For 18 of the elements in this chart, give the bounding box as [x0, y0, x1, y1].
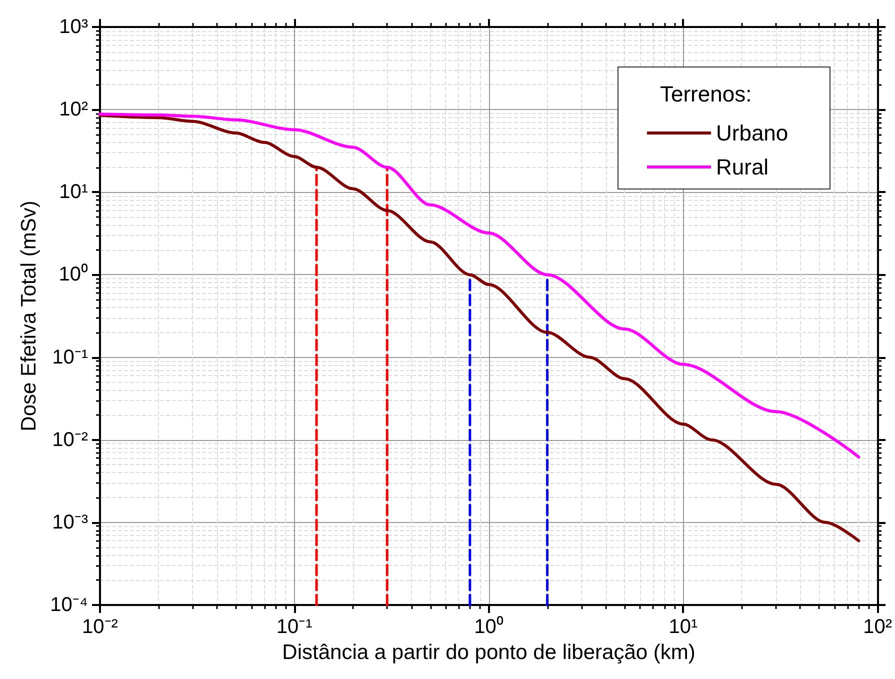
- y-tick-label: 10⁰: [58, 262, 88, 286]
- x-tick-label: 10²: [863, 616, 892, 638]
- y-tick-label: 10⁻¹: [52, 346, 88, 368]
- legend-label: Urbano: [716, 120, 788, 146]
- y-tick-label: 10⁻³: [52, 511, 88, 534]
- y-tick-label: 10³: [59, 16, 88, 38]
- y-tick-label: 10⁻⁴: [50, 594, 88, 616]
- legend-label: Rural: [716, 154, 769, 180]
- y-tick-label: 10⁻²: [52, 428, 88, 451]
- x-tick-label: 10⁻²: [82, 616, 118, 638]
- y-tick-label: 10²: [59, 98, 88, 121]
- x-tick-label: 10⁰: [474, 615, 504, 638]
- y-tick-label: 10¹: [59, 181, 88, 204]
- legend-title: Terrenos:: [660, 82, 752, 106]
- x-tick-label: 10⁻¹: [276, 616, 313, 638]
- x-axis-title: Distância a partir do ponto de liberação (km): [282, 640, 696, 664]
- x-tick-label: 10¹: [668, 616, 698, 638]
- y-axis-title: Dose Efetiva Total (mSv): [17, 200, 40, 432]
